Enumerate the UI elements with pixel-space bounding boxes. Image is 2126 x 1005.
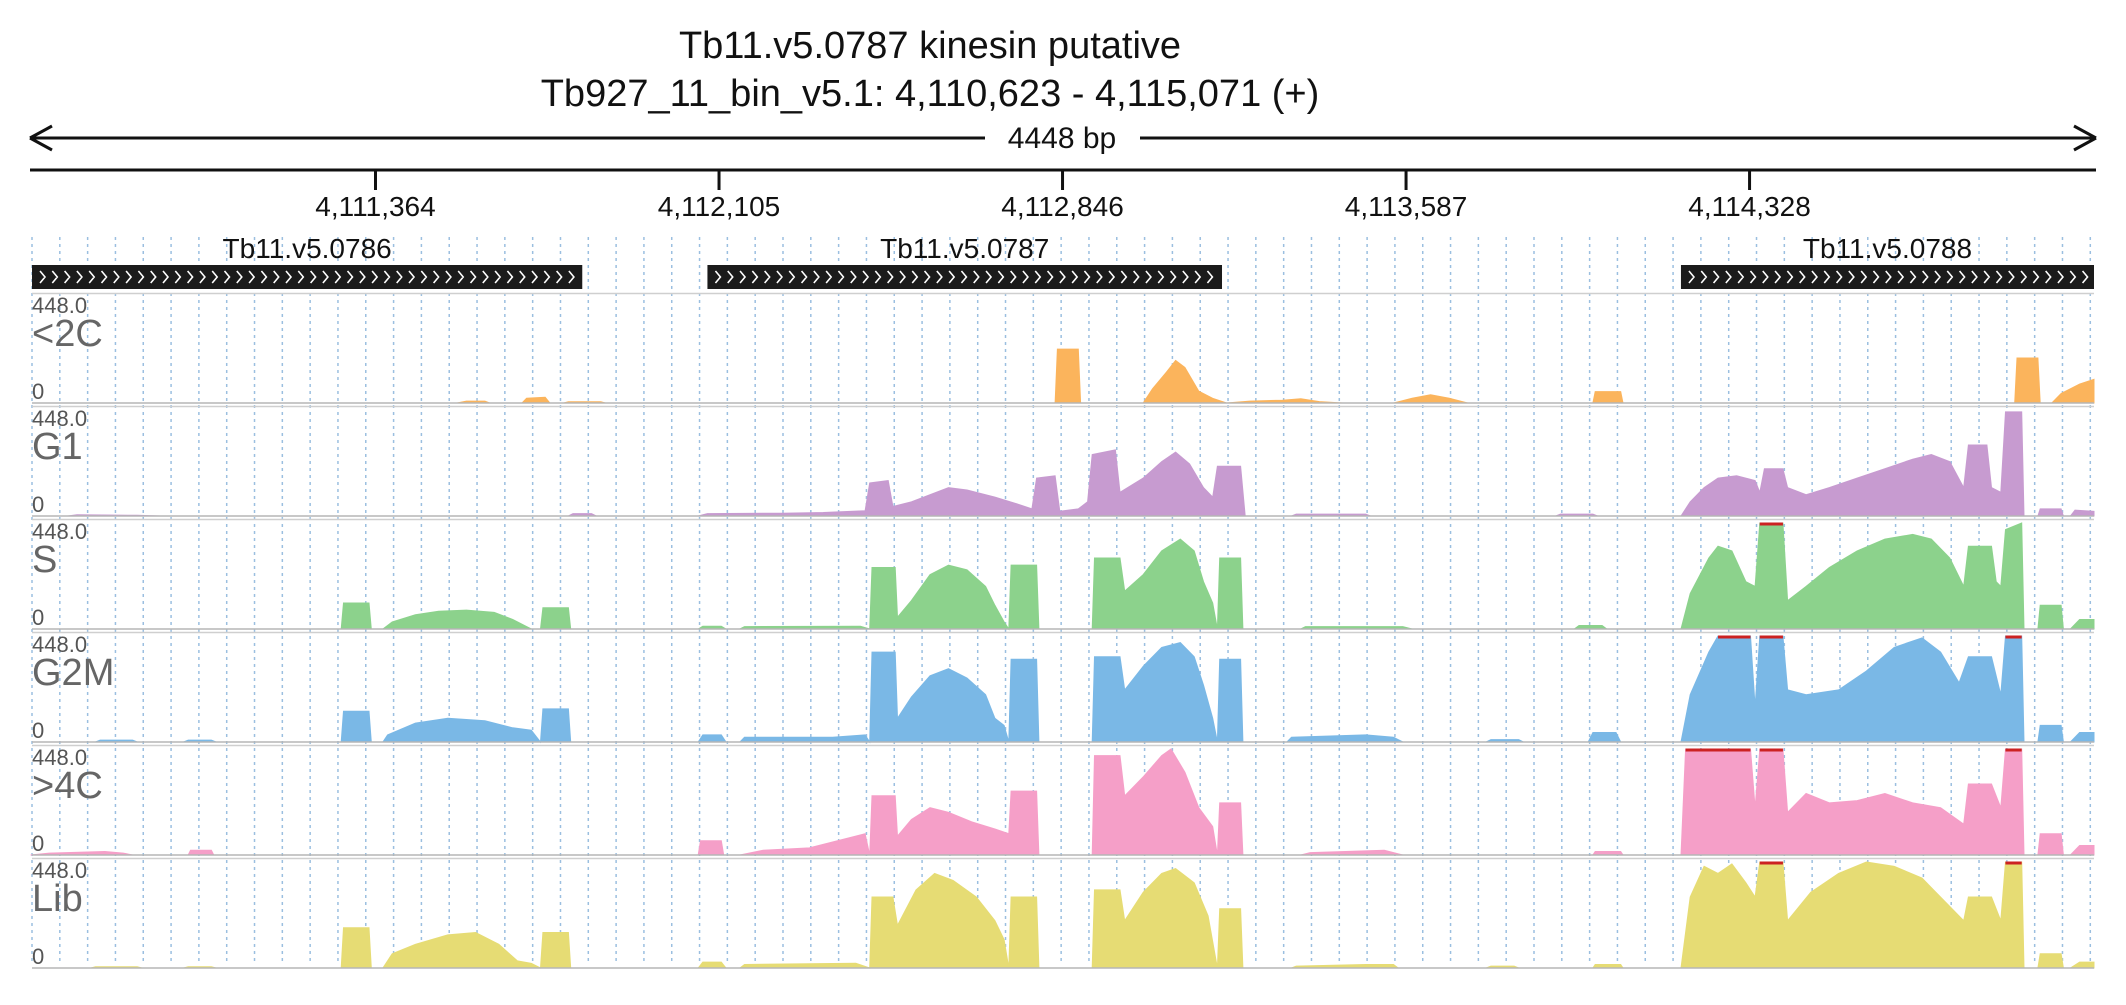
coverage-area xyxy=(95,635,2095,744)
y-min-label: 0 xyxy=(32,605,44,630)
track-name: Lib xyxy=(32,878,83,920)
ruler-tick-label-4: 4,114,328 xyxy=(1688,191,1811,222)
coverage-area xyxy=(456,348,2095,404)
y-max-label: 448.0 xyxy=(32,293,87,318)
y-min-label: 0 xyxy=(32,718,44,743)
coverage-area xyxy=(30,748,2095,856)
span-indicator: 4448 bp xyxy=(29,122,2097,155)
y-max-label: 448.0 xyxy=(32,858,87,883)
y-max-label: 448.0 xyxy=(32,406,87,431)
track-name: S xyxy=(32,539,57,581)
y-min-label: 0 xyxy=(32,944,44,969)
title-gene: Tb11.v5.0787 kinesin putative xyxy=(679,25,1181,67)
strand-arrows-icon xyxy=(39,270,575,284)
gene-bar[interactable] xyxy=(32,265,583,289)
coverage-area xyxy=(340,522,2095,631)
ruler-tick-label-1: 4,112,105 xyxy=(658,191,781,222)
track-name: >4C xyxy=(32,765,103,807)
gene-Tb11.v5.0788[interactable]: Tb11.v5.0788 xyxy=(1680,233,2094,289)
gene-track: Tb11.v5.0786 Tb11.v5.0787 Tb11.v5.0788 xyxy=(32,233,2094,289)
track-name: G2M xyxy=(32,652,114,694)
ruler-ticks: 4,111,364 4,112,105 4,112,846 4,113,587 4,11… xyxy=(315,170,1811,222)
y-max-label: 448.0 xyxy=(32,745,87,770)
track-G1: 448.0 0 G1 xyxy=(32,405,2095,517)
y-max-label: 448.0 xyxy=(32,519,87,544)
gene-Tb11.v5.0786[interactable]: Tb11.v5.0786 xyxy=(32,233,583,289)
strand-arrows-icon xyxy=(1688,270,2089,284)
coverage-tracks: 448.00<2C448.00G1448.00S448.00G2M448.00>… xyxy=(30,292,2095,969)
track-S: 448.0 0 S xyxy=(32,518,2095,631)
gene-bar[interactable] xyxy=(707,265,1223,289)
span-arrow-right-icon xyxy=(2073,124,2097,152)
ruler-tick-label-2: 4,112,846 xyxy=(1001,191,1124,222)
strand-arrows-icon xyxy=(714,270,1214,284)
title-location: Tb927_11_bin_v5.1: 4,110,623 - 4,115,071… xyxy=(541,73,1320,115)
y-max-label: 448.0 xyxy=(32,632,87,657)
gene-Tb11.v5.0787[interactable]: Tb11.v5.0787 xyxy=(707,233,1223,289)
gene-label: Tb11.v5.0786 xyxy=(223,233,392,264)
span-label: 4448 bp xyxy=(1008,122,1116,155)
gene-label: Tb11.v5.0787 xyxy=(880,233,1049,264)
y-min-label: 0 xyxy=(32,831,44,856)
ruler-tick-label-0: 4,111,364 xyxy=(315,191,435,222)
ruler-tick-label-3: 4,113,587 xyxy=(1345,191,1468,222)
coverage-area xyxy=(67,411,2095,517)
y-min-label: 0 xyxy=(32,379,44,404)
track->4C: 448.0 0 >4C xyxy=(30,744,2095,856)
y-min-label: 0 xyxy=(32,492,44,517)
track-name: <2C xyxy=(32,313,103,355)
span-arrow-left-icon xyxy=(29,124,53,152)
coverage-area xyxy=(90,861,2095,969)
track-<2C: 448.0 0 <2C xyxy=(32,292,2095,404)
track-G2M: 448.0 0 G2M xyxy=(32,631,2095,744)
track-name: G1 xyxy=(32,426,83,468)
gene-label: Tb11.v5.0788 xyxy=(1803,233,1972,264)
track-Lib: 448.0 0 Lib xyxy=(32,857,2095,969)
